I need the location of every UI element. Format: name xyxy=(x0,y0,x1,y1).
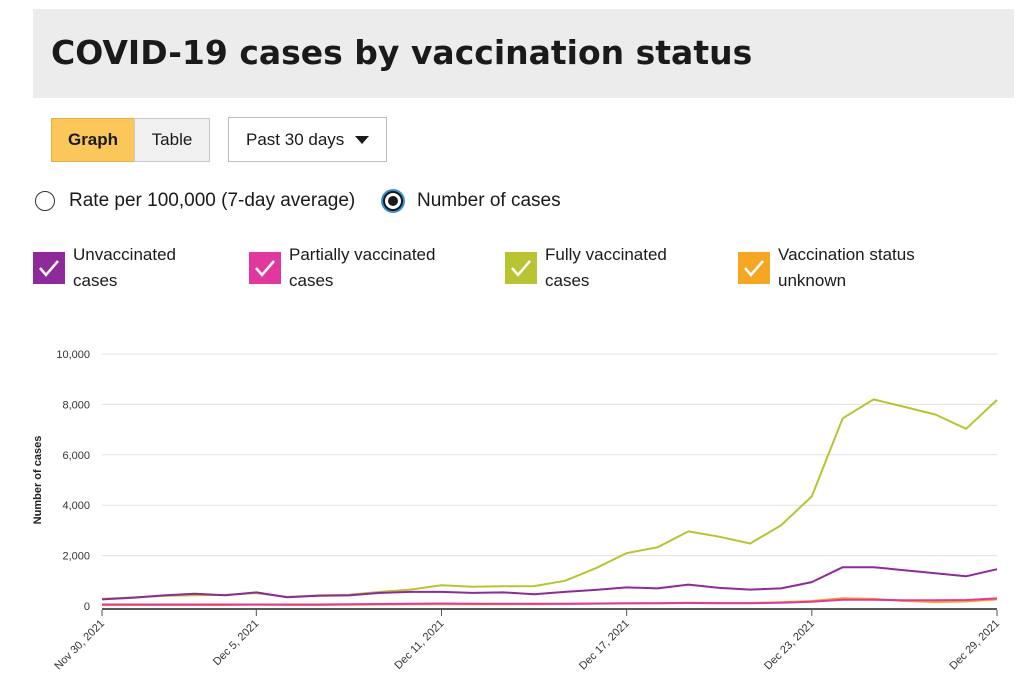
checkbox-status-unknown-icon[interactable] xyxy=(738,252,770,284)
legend-unvaccinated[interactable]: Unvaccinated cases xyxy=(33,242,223,294)
radio-selected-icon[interactable] xyxy=(383,191,403,211)
x-tick-label: Dec 5, 2021 xyxy=(211,618,261,668)
radio-number-of-cases[interactable]: Number of cases xyxy=(383,188,561,214)
legend-partially-vaccinated[interactable]: Partially vaccinated cases xyxy=(249,242,439,294)
radio-rate-label: Rate per 100,000 (7-day average) xyxy=(69,190,356,211)
legend-label-line2: cases xyxy=(545,271,590,290)
series-line[interactable] xyxy=(102,597,998,606)
x-tick-label: Dec 29, 2021 xyxy=(947,618,1002,673)
series-line[interactable] xyxy=(101,398,998,600)
y-tick-label: 10,000 xyxy=(56,349,90,361)
period-dropdown[interactable]: Past 30 days xyxy=(228,117,387,162)
radio-number-label: Number of cases xyxy=(417,190,561,211)
legend-label-line1: Vaccination status xyxy=(778,245,915,264)
legend-label-line2: unknown xyxy=(778,271,847,290)
checkbox-unvaccinated-icon[interactable] xyxy=(33,252,65,284)
y-tick-label: 6,000 xyxy=(62,450,90,462)
legend-status-unknown[interactable]: Vaccination status unknown xyxy=(738,242,928,294)
y-tick-label: 0 xyxy=(84,601,90,613)
legend-label-line1: Unvaccinated xyxy=(73,245,177,264)
radio-circle-icon[interactable] xyxy=(35,191,55,211)
x-tick-label: Nov 30, 2021 xyxy=(52,618,107,673)
legend-label-line1: Fully vaccinated xyxy=(545,245,667,264)
x-tick-label: Dec 23, 2021 xyxy=(762,618,817,673)
title-bar: COVID-19 cases by vaccination status xyxy=(33,9,1014,98)
x-tick-label: Dec 11, 2021 xyxy=(392,618,446,672)
graph-tab-button[interactable]: Graph xyxy=(51,118,135,162)
chevron-down-icon xyxy=(355,136,369,144)
checkbox-partially-vaccinated-icon[interactable] xyxy=(249,252,281,284)
legend-label-line2: cases xyxy=(73,271,118,290)
series-line[interactable] xyxy=(101,566,998,601)
table-tab-button[interactable]: Table xyxy=(134,118,210,162)
period-dropdown-label: Past 30 days xyxy=(246,129,345,149)
page-title: COVID-19 cases by vaccination status xyxy=(51,33,753,72)
legend-label-line1: Partially vaccinated xyxy=(289,245,436,264)
legend-fully-vaccinated[interactable]: Fully vaccinated cases xyxy=(505,242,695,294)
legend-label-line2: cases xyxy=(289,271,334,290)
x-tick-label: Dec 17, 2021 xyxy=(577,618,632,673)
checkbox-fully-vaccinated-icon[interactable] xyxy=(505,252,537,284)
y-tick-label: 2,000 xyxy=(62,551,90,563)
y-tick-label: 8,000 xyxy=(62,399,90,411)
y-axis-label: Number of cases xyxy=(32,436,44,525)
radio-rate-per-100k[interactable]: Rate per 100,000 (7-day average) xyxy=(35,188,355,214)
y-tick-label: 4,000 xyxy=(62,500,90,512)
